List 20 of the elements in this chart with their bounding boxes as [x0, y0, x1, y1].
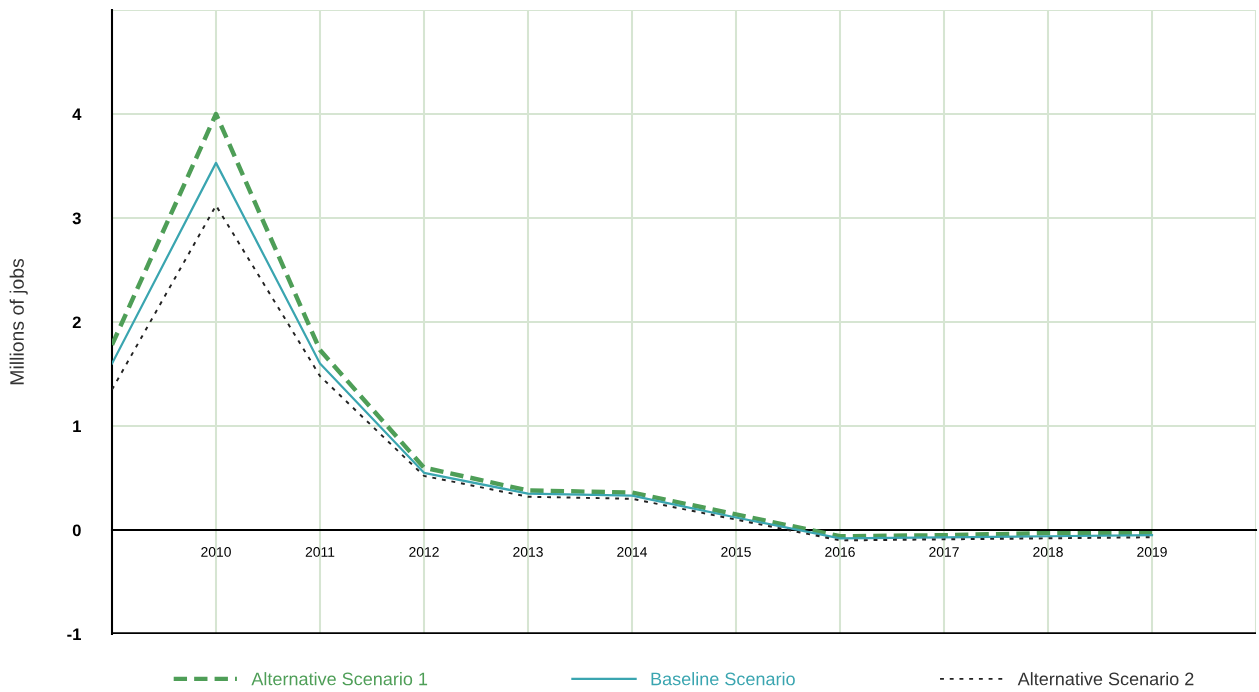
x-tick-label: 2016: [825, 547, 855, 557]
y-tick-label: 1: [73, 420, 81, 433]
y-tick-label: 2: [72, 316, 81, 329]
y-tick-label: 0: [72, 524, 81, 537]
x-tick-label: 2018: [1033, 547, 1063, 557]
y-axis-title: Millions of jobs: [9, 258, 28, 385]
x-tick-label: 2011: [305, 547, 335, 557]
x-tick-label: 2015: [721, 547, 751, 557]
x-tick-label: 2013: [513, 547, 543, 557]
x-tick-label: 2017: [929, 547, 959, 557]
x-tick-label: 2010: [201, 547, 231, 557]
legend-label: Alternative Scenario 2: [1017, 672, 1194, 686]
x-tick-label: 2019: [1137, 547, 1167, 557]
legend-label: Baseline Scenario: [651, 672, 795, 686]
legend-label: Alternative Scenario 1: [251, 672, 428, 686]
y-tick-label: 4: [72, 108, 82, 121]
x-tick-label: 2012: [409, 547, 439, 557]
y-tick-label: 3: [72, 212, 81, 225]
x-tick-label: 2014: [617, 547, 648, 557]
y-tick-label: -1: [67, 628, 81, 641]
